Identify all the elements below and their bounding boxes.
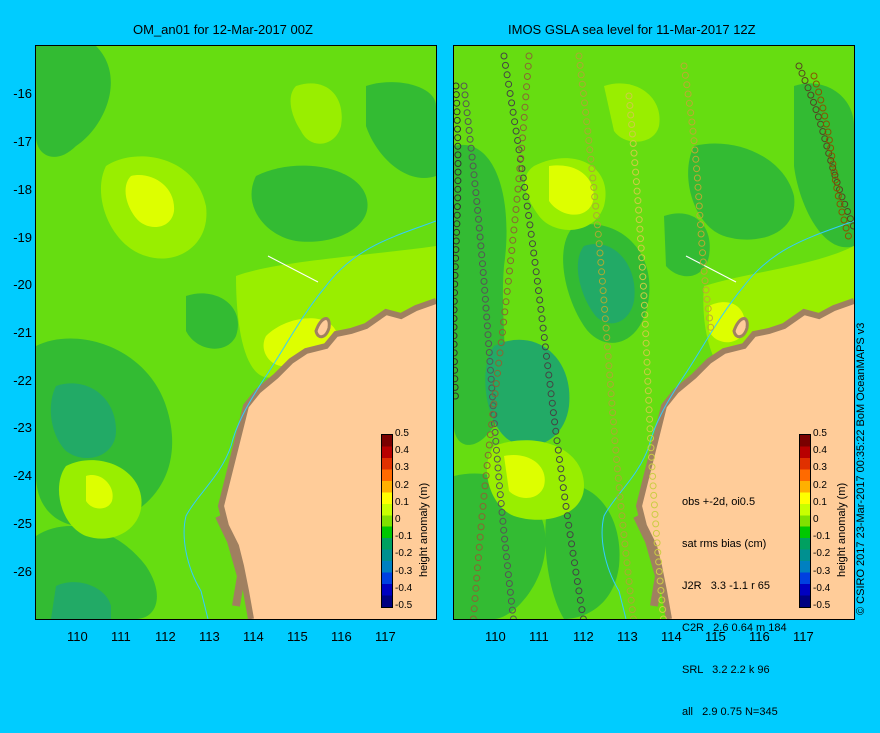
colorbar-label: 0 bbox=[395, 514, 401, 525]
right-colorbar bbox=[799, 434, 811, 608]
y-tick: -17 bbox=[13, 134, 32, 149]
y-tick: -26 bbox=[13, 564, 32, 579]
x-tick: 112 bbox=[155, 629, 176, 644]
x-tick: 114 bbox=[661, 629, 682, 644]
y-tick: -22 bbox=[13, 373, 32, 388]
stats-row: SRL 3.2 2.2 k 96 bbox=[682, 664, 770, 676]
x-tick: 115 bbox=[287, 629, 308, 644]
colorbar-label: -0.1 bbox=[813, 531, 831, 543]
colorbar-label: 0.2 bbox=[813, 479, 827, 491]
stats-row: J2R 3.3 -1.1 r 65 bbox=[682, 580, 771, 592]
colorbar-label: -0.5 bbox=[395, 600, 413, 611]
left-map-panel bbox=[35, 45, 437, 620]
stats-line2: sat rms bias (cm) bbox=[682, 538, 767, 550]
colorbar-label: 0.5 bbox=[813, 428, 827, 439]
x-tick: 117 bbox=[793, 629, 814, 644]
stats-row: C2R 2.6 0.64 m 184 bbox=[682, 622, 787, 634]
right-panel-title: IMOS GSLA sea level for 11-Mar-2017 12Z bbox=[508, 22, 756, 37]
colorbar-label: -0.5 bbox=[813, 600, 831, 611]
left-panel-title: OM_an01 for 12-Mar-2017 00Z bbox=[133, 22, 313, 37]
credit-text: © CSIRO 2017 23-Mar-2017 00:35:22 BoM Oc… bbox=[855, 322, 867, 615]
stats-line1: obs +-2d, oi0.5 bbox=[682, 496, 756, 508]
y-tick: -25 bbox=[13, 516, 32, 531]
colorbar-label: -0.2 bbox=[395, 548, 413, 560]
y-tick: -19 bbox=[13, 230, 32, 245]
x-tick: 112 bbox=[573, 629, 594, 644]
colorbar-label: 0.3 bbox=[395, 462, 409, 474]
y-tick: -21 bbox=[13, 325, 32, 340]
colorbar-label: -0.2 bbox=[813, 548, 831, 560]
x-tick: 110 bbox=[67, 629, 88, 644]
stats-row: all 2.9 0.75 N=345 bbox=[682, 706, 778, 718]
colorbar-label: 0.4 bbox=[813, 445, 827, 457]
left-colorbar-title: height anomaly (m) bbox=[418, 482, 430, 577]
colorbar-label: 0 bbox=[813, 514, 819, 525]
colorbar-label: 0.2 bbox=[395, 479, 409, 491]
colorbar-label: 0.5 bbox=[395, 428, 409, 439]
y-tick: -24 bbox=[13, 468, 32, 483]
right-map-panel bbox=[453, 45, 855, 620]
y-tick: -16 bbox=[13, 86, 32, 101]
y-tick: -23 bbox=[13, 420, 32, 435]
colorbar-label: 0.3 bbox=[813, 462, 827, 474]
colorbar-label: 0.1 bbox=[813, 496, 827, 508]
x-tick: 111 bbox=[111, 629, 131, 644]
y-tick: -18 bbox=[13, 182, 32, 197]
x-tick: 116 bbox=[331, 629, 352, 644]
x-tick: 117 bbox=[375, 629, 396, 644]
observation-markers bbox=[454, 52, 854, 619]
stats-box: obs +-2d, oi0.5 sat rms bias (cm) J2R 3.… bbox=[682, 467, 787, 733]
x-tick: 114 bbox=[243, 629, 264, 644]
x-tick: 110 bbox=[485, 629, 506, 644]
colorbar-label: -0.4 bbox=[395, 582, 413, 594]
colorbar-label: -0.3 bbox=[813, 565, 831, 577]
colorbar-label: -0.1 bbox=[395, 531, 413, 543]
x-tick: 113 bbox=[617, 629, 638, 644]
colorbar-label: -0.3 bbox=[395, 565, 413, 577]
colorbar-label: 0.1 bbox=[395, 496, 409, 508]
x-tick: 115 bbox=[705, 629, 726, 644]
colorbar-label: -0.4 bbox=[813, 582, 831, 594]
y-tick: -20 bbox=[13, 277, 32, 292]
right-colorbar-title: height anomaly (m) bbox=[836, 482, 848, 577]
x-tick: 116 bbox=[749, 629, 770, 644]
colorbar-label: 0.4 bbox=[395, 445, 409, 457]
x-tick: 113 bbox=[199, 629, 220, 644]
x-tick: 111 bbox=[529, 629, 549, 644]
left-colorbar bbox=[381, 434, 393, 608]
